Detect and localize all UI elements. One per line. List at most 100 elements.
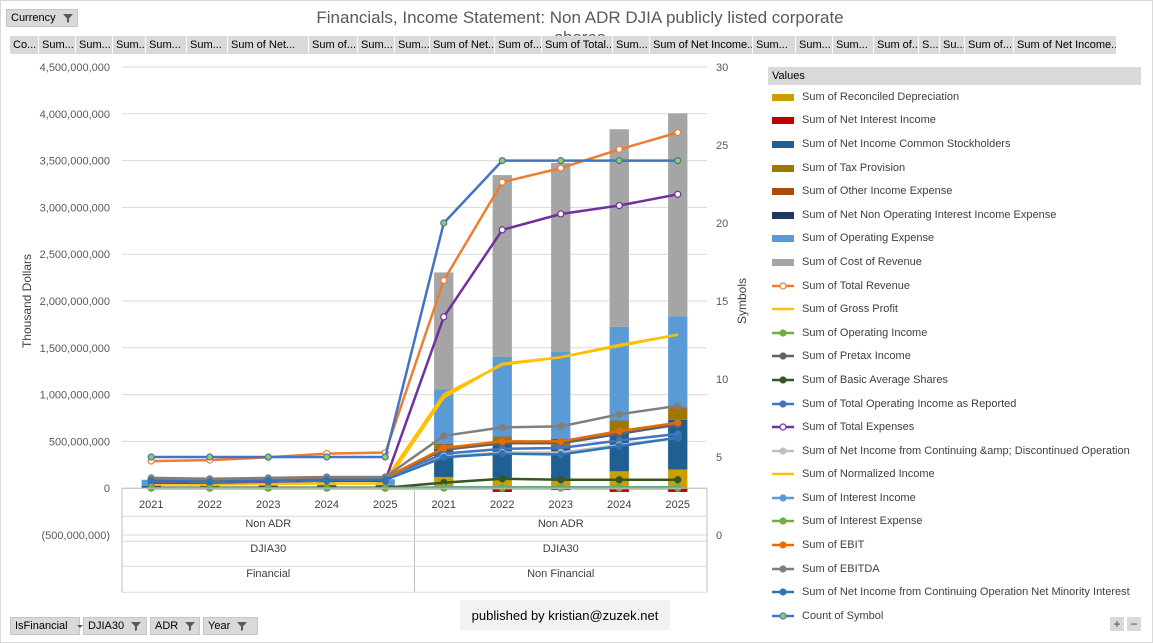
legend: Values Sum of Reconciled Depreciation Sum…	[768, 67, 1141, 628]
legend-bar-swatch	[772, 235, 794, 243]
series-point	[615, 476, 623, 484]
y-tick-label: 1,000,000,000	[40, 390, 110, 402]
axis-filter-button[interactable]: DJIA30	[83, 617, 147, 635]
legend-label: Sum of Interest Income	[802, 491, 916, 504]
y2-tick-label: 30	[716, 62, 728, 74]
value-field-button[interactable]: Sum...	[39, 36, 75, 54]
legend-item[interactable]: Sum of EBIT	[768, 533, 1141, 557]
value-field-button[interactable]: Sum...	[395, 36, 429, 54]
legend-label: Sum of Net Interest Income	[802, 114, 936, 127]
legend-item[interactable]: Sum of Total Revenue	[768, 274, 1141, 298]
legend-item[interactable]: Sum of Normalized Income	[768, 463, 1141, 487]
legend-item[interactable]: Sum of Net Interest Income	[768, 109, 1141, 133]
y2-tick-label: 10	[716, 374, 728, 386]
legend-line-swatch	[772, 565, 794, 573]
series-point	[557, 156, 565, 165]
series-point	[147, 453, 155, 461]
legend-label: Sum of Operating Income	[802, 326, 928, 339]
legend-item[interactable]: Sum of Net Income Common Stockholders	[768, 132, 1141, 156]
legend-item[interactable]: Sum of Operating Income	[768, 321, 1141, 345]
legend-label: Sum of Pretax Income	[802, 350, 911, 363]
value-field-button[interactable]: Sum...	[753, 36, 795, 54]
value-field-button[interactable]: Sum...	[76, 36, 112, 54]
legend-label: Count of Symbol	[802, 609, 884, 622]
series-point	[674, 402, 682, 410]
legend-bar-swatch	[772, 117, 794, 125]
value-field-button[interactable]: Sum...	[146, 36, 186, 54]
legend-item[interactable]: Sum of Operating Expense	[768, 227, 1141, 251]
axis-filter-button[interactable]: Year	[203, 617, 258, 635]
x-tick-label: 2023	[549, 499, 573, 511]
value-field-button[interactable]: Sum of...	[965, 36, 1013, 54]
value-field-button[interactable]: Sum of Net...	[430, 36, 494, 54]
currency-filter-button[interactable]: Currency	[6, 9, 78, 27]
group-label: Non ADR	[245, 518, 291, 530]
legend-item[interactable]: Count of Symbol	[768, 604, 1141, 628]
value-field-button[interactable]: Sum...	[613, 36, 649, 54]
series-point	[440, 453, 448, 461]
series-point	[498, 178, 506, 186]
series-point	[381, 476, 389, 484]
legend-item[interactable]: Sum of Net Income from Continuing &amp; …	[768, 439, 1141, 463]
legend-item[interactable]: Sum of Interest Income	[768, 486, 1141, 510]
value-field-button[interactable]: Sum of...	[309, 36, 357, 54]
bar-segment	[492, 356, 512, 437]
legend-label: Sum of Net Non Operating Interest Income…	[802, 208, 1057, 221]
dropdown-arrow-icon	[76, 625, 83, 628]
value-field-button[interactable]: Sum...	[358, 36, 394, 54]
value-field-button[interactable]: Sum of...	[495, 36, 541, 54]
axis-filter-button[interactable]: IsFinancial	[10, 617, 83, 635]
legend-item[interactable]: Sum of Total Operating Income as Reporte…	[768, 392, 1141, 416]
x-tick-label: 2024	[315, 499, 339, 511]
legend-label: Sum of Tax Provision	[802, 161, 906, 174]
group-label: Non ADR	[538, 518, 584, 530]
value-field-button[interactable]: Sum...	[113, 36, 145, 54]
legend-item[interactable]: Sum of Net Non Operating Interest Income…	[768, 203, 1141, 227]
y-axis-title: Thousand Dollars	[20, 254, 34, 348]
y-tick-label: 500,000,000	[49, 436, 110, 448]
value-field-button[interactable]: Sum...	[833, 36, 873, 54]
y2-tick-label: 0	[716, 530, 722, 542]
x-tick-label: 2024	[607, 499, 631, 511]
value-field-button[interactable]: Sum...	[187, 36, 227, 54]
legend-item[interactable]: Sum of Interest Expense	[768, 510, 1141, 534]
legend-line-swatch	[772, 541, 794, 549]
bar-segment	[492, 175, 512, 357]
legend-header[interactable]: Values	[768, 67, 1141, 85]
value-field-button[interactable]: Sum of Net Income...	[1014, 36, 1116, 54]
y2-tick-label: 20	[716, 218, 728, 230]
bar-segment	[492, 442, 512, 478]
legend-item[interactable]: Sum of EBITDA	[768, 557, 1141, 581]
zoom-in-button[interactable]: +	[1110, 617, 1124, 631]
legend-item[interactable]: Sum of Gross Profit	[768, 297, 1141, 321]
group-label: DJIA30	[543, 543, 579, 555]
series-point	[440, 432, 448, 440]
bar-segment	[668, 408, 688, 420]
legend-item[interactable]: Sum of Basic Average Shares	[768, 368, 1141, 392]
legend-item[interactable]: Sum of Reconciled Depreciation	[768, 85, 1141, 109]
legend-item[interactable]: Sum of Cost of Revenue	[768, 250, 1141, 274]
legend-item[interactable]: Sum of Pretax Income	[768, 345, 1141, 369]
series-line	[151, 159, 678, 459]
legend-label: Sum of Net Income from Continuing Operat…	[802, 586, 1130, 599]
legend-item[interactable]: Sum of Other Income Expense	[768, 179, 1141, 203]
value-field-button[interactable]: S...	[919, 36, 939, 54]
value-field-button[interactable]: Sum of Total...	[542, 36, 612, 54]
series-point	[615, 427, 623, 435]
value-field-button[interactable]: Sum...	[796, 36, 832, 54]
value-field-button[interactable]: Co...	[10, 36, 38, 54]
axis-filter-button[interactable]: ADR	[150, 617, 200, 635]
value-field-button[interactable]: Sum of...	[874, 36, 918, 54]
legend-label: Sum of Cost of Revenue	[802, 255, 922, 268]
legend-item[interactable]: Sum of Net Income from Continuing Operat…	[768, 580, 1141, 604]
value-field-button[interactable]: Su...	[940, 36, 964, 54]
series-point	[440, 219, 448, 227]
group-label: DJIA30	[250, 543, 286, 555]
value-field-button[interactable]: Sum of Net Income...	[650, 36, 752, 54]
series-point	[206, 453, 214, 461]
series-point	[674, 190, 682, 198]
legend-item[interactable]: Sum of Total Expenses	[768, 415, 1141, 439]
legend-item[interactable]: Sum of Tax Provision	[768, 156, 1141, 180]
zoom-out-button[interactable]: −	[1127, 617, 1141, 631]
value-field-button[interactable]: Sum of Net...	[228, 36, 308, 54]
